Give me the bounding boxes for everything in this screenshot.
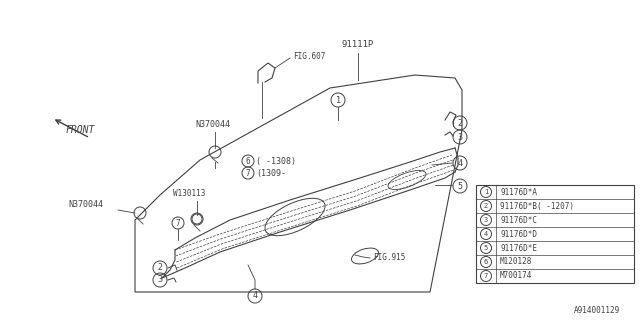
Text: 91176D*A: 91176D*A [500,188,537,196]
Text: 91176D*C: 91176D*C [500,215,537,225]
Text: 2: 2 [484,203,488,209]
Text: 5: 5 [484,245,488,251]
Text: 7: 7 [246,169,250,178]
Text: 4: 4 [458,158,463,167]
Text: M700174: M700174 [500,271,532,281]
Text: 6: 6 [246,156,250,165]
Text: FRONT: FRONT [65,125,95,135]
Text: N370044: N370044 [195,120,230,129]
Text: 91176D*E: 91176D*E [500,244,537,252]
Text: W130113: W130113 [173,189,205,198]
Text: A914001129: A914001129 [573,306,620,315]
Text: (1309-: (1309- [256,169,286,178]
Text: 3: 3 [458,132,463,141]
Text: 6: 6 [484,259,488,265]
Text: 7: 7 [484,273,488,279]
Bar [476,185,634,283]
Text: FIG.915: FIG.915 [373,253,405,262]
Text: 1: 1 [335,95,340,105]
Text: 91176D*B( -1207): 91176D*B( -1207) [500,202,574,211]
Text: 7: 7 [176,219,180,228]
Text: 3: 3 [157,276,163,284]
Text: 5: 5 [458,181,463,190]
Text: 91111P: 91111P [342,40,374,49]
Text: 4: 4 [253,292,257,300]
Text: 91176D*D: 91176D*D [500,229,537,238]
Text: 2: 2 [157,263,163,273]
Text: ( -1308): ( -1308) [256,156,296,165]
Text: FIG.607: FIG.607 [293,52,325,60]
Text: 1: 1 [484,189,488,195]
Text: 2: 2 [458,118,463,127]
Text: 4: 4 [484,231,488,237]
Text: 3: 3 [484,217,488,223]
Text: M120128: M120128 [500,258,532,267]
Text: N370044: N370044 [68,200,103,209]
